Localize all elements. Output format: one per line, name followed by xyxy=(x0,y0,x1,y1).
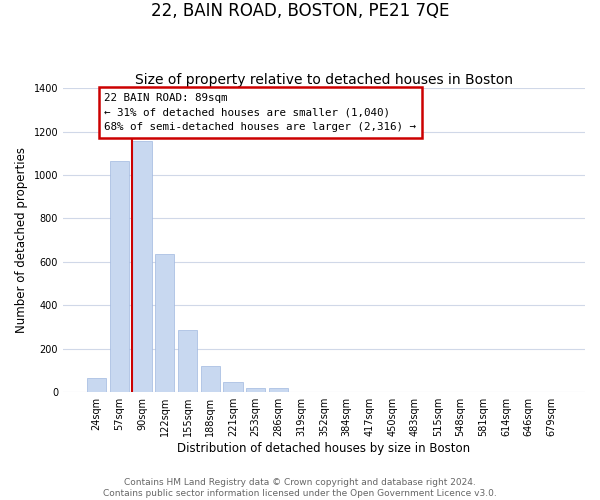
Bar xyxy=(178,330,197,392)
Text: 22 BAIN ROAD: 89sqm
← 31% of detached houses are smaller (1,040)
68% of semi-det: 22 BAIN ROAD: 89sqm ← 31% of detached ho… xyxy=(104,92,416,132)
Bar xyxy=(200,366,220,392)
Bar xyxy=(269,388,288,392)
Bar xyxy=(87,378,106,392)
Text: Contains HM Land Registry data © Crown copyright and database right 2024.
Contai: Contains HM Land Registry data © Crown c… xyxy=(103,478,497,498)
Title: Size of property relative to detached houses in Boston: Size of property relative to detached ho… xyxy=(135,73,513,87)
Bar xyxy=(110,161,129,392)
X-axis label: Distribution of detached houses by size in Boston: Distribution of detached houses by size … xyxy=(178,442,470,455)
Y-axis label: Number of detached properties: Number of detached properties xyxy=(15,147,28,333)
Bar xyxy=(155,254,175,392)
Text: 22, BAIN ROAD, BOSTON, PE21 7QE: 22, BAIN ROAD, BOSTON, PE21 7QE xyxy=(151,2,449,21)
Bar xyxy=(223,382,242,392)
Bar xyxy=(132,142,152,392)
Bar xyxy=(246,388,265,392)
